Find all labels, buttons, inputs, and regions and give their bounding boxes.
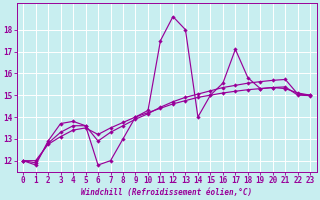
X-axis label: Windchill (Refroidissement éolien,°C): Windchill (Refroidissement éolien,°C) — [81, 188, 252, 197]
